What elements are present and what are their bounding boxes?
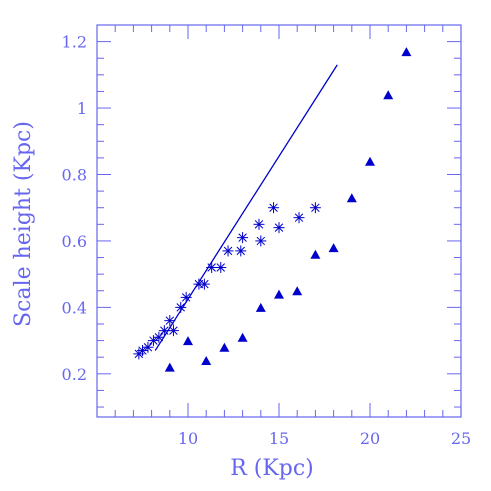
asterisk-stroke [200, 279, 209, 289]
asterisk-stroke [149, 336, 158, 345]
triangle-point [201, 356, 212, 366]
y-tick-label: 0.4 [62, 298, 87, 317]
triangle-point [365, 156, 375, 166]
triangle-point [346, 193, 357, 203]
triangle-point [328, 243, 339, 253]
asterisk-stroke [138, 346, 147, 355]
asterisk-point [153, 331, 165, 343]
data-marks [133, 47, 412, 372]
plot-frame [96, 24, 462, 418]
triangle-point [255, 302, 266, 312]
asterisk-point [273, 222, 285, 234]
asterisk-stroke [181, 293, 191, 302]
asterisk-stroke [160, 326, 169, 335]
tick-labels: 10 15 20 25 0.2 0.4 0.6 0.8 1 1.2 [62, 33, 472, 448]
asterisk-stroke [269, 203, 278, 212]
axis-ticks [96, 25, 462, 417]
asterisk-stroke [274, 223, 284, 232]
asterisk-stroke [216, 263, 226, 272]
fit-line [154, 64, 338, 351]
triangle-point [292, 286, 303, 296]
triangle-point [310, 249, 321, 259]
asterisk-point [167, 325, 179, 337]
asterisk-stroke [165, 316, 175, 325]
triangle-point [237, 332, 248, 342]
asterisk-stroke [294, 213, 304, 222]
asterisk-point [222, 245, 234, 257]
asterisk-stroke [169, 326, 178, 335]
asterisk-stroke [143, 342, 153, 352]
triangle-point [401, 47, 412, 57]
asterisk-point [309, 202, 321, 214]
asterisk-stroke [311, 203, 320, 212]
y-axis-label: Scale height (Kpc) [11, 121, 36, 327]
x-tick-label: 25 [451, 429, 471, 448]
asterisk-point [215, 262, 227, 274]
asterisk-stroke [238, 233, 247, 242]
x-tick-label: 15 [269, 429, 289, 448]
asterisk-point [253, 218, 265, 230]
triangle-point [383, 90, 394, 100]
y-tick-label: 0.2 [62, 365, 87, 384]
asterisk-point [137, 345, 148, 357]
y-tick-label: 0.8 [62, 165, 87, 184]
asterisk-point [293, 212, 305, 224]
asterisk-stroke [254, 220, 264, 229]
triangle-point [274, 289, 284, 299]
asterisk-point [142, 341, 154, 353]
y-tick-label: 0.6 [62, 232, 87, 251]
asterisk-stroke [154, 333, 164, 342]
asterisk-point [198, 278, 210, 290]
asterisk-point [237, 232, 249, 244]
x-tick-label: 20 [360, 429, 380, 448]
asterisk-stroke [207, 263, 216, 272]
x-tick-label: 10 [178, 429, 198, 448]
asterisk-stroke [236, 246, 246, 256]
triangle-point [219, 342, 230, 352]
asterisk-point [268, 202, 280, 214]
plot-border [96, 24, 462, 418]
x-axis-label: R (Kpc) [230, 456, 314, 481]
y-tick-label: 1.2 [62, 33, 87, 52]
asterisk-point [147, 335, 159, 347]
asterisk-stroke [176, 303, 185, 312]
y-tick-label: 1 [77, 99, 87, 118]
triangle-point [164, 362, 175, 372]
asterisk-stroke [223, 246, 233, 256]
asterisk-point [235, 245, 247, 257]
asterisk-point [255, 235, 267, 247]
triangle-point [183, 336, 193, 346]
asterisk-stroke [256, 236, 266, 246]
